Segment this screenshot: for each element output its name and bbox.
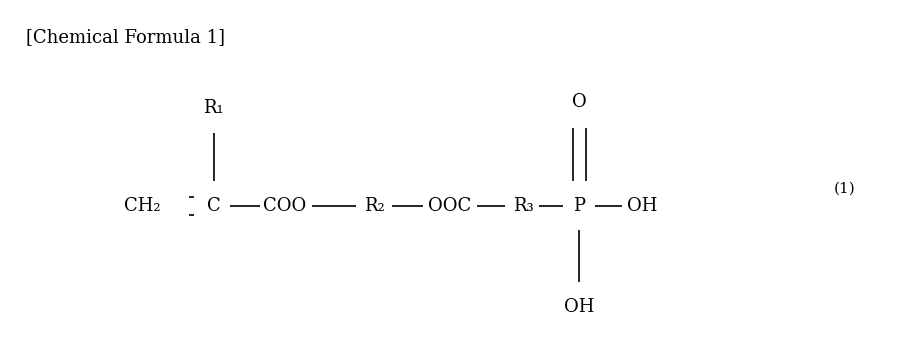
Text: R₃: R₃ (513, 197, 534, 215)
Text: O: O (572, 93, 587, 110)
Text: OOC: OOC (428, 197, 472, 215)
Text: (1): (1) (834, 182, 856, 195)
Text: [Chemical Formula 1]: [Chemical Formula 1] (26, 28, 226, 47)
Text: R₁: R₁ (203, 99, 224, 117)
Text: OH: OH (626, 197, 657, 215)
Text: R₂: R₂ (364, 197, 384, 215)
Text: COO: COO (264, 197, 307, 215)
Text: OH: OH (564, 298, 595, 316)
Text: C: C (207, 197, 220, 215)
Text: P: P (573, 197, 585, 215)
Text: CH₂: CH₂ (124, 197, 161, 215)
